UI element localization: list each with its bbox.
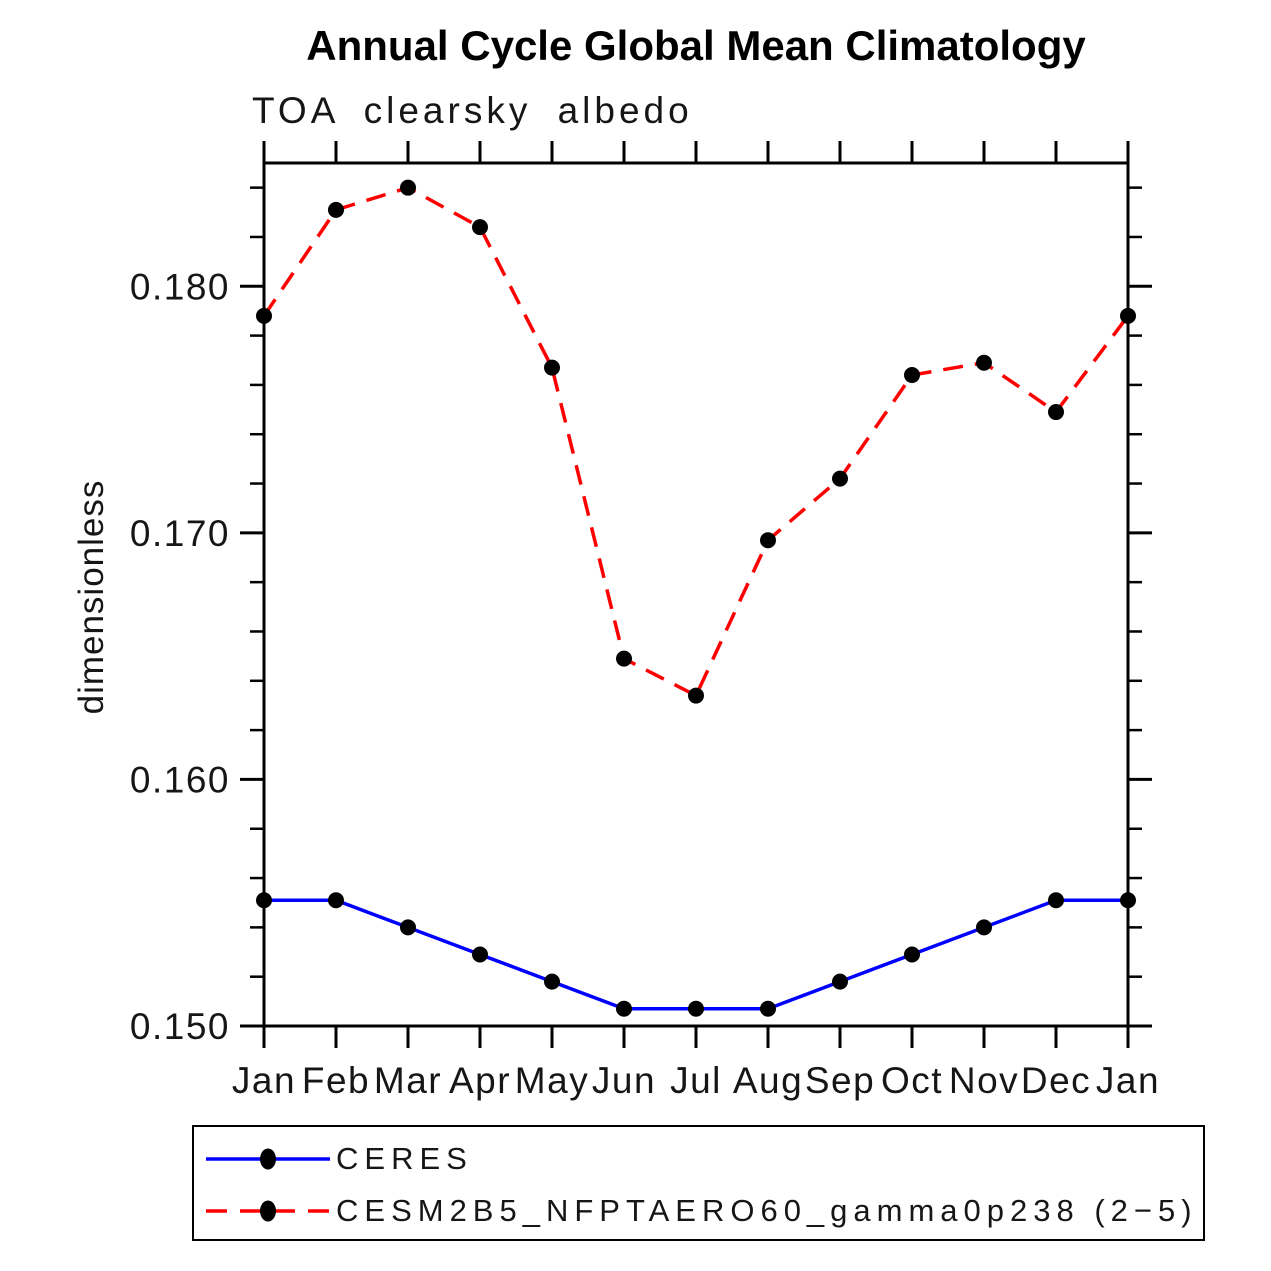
- data-point-marker: [976, 919, 992, 936]
- plot-frame: [262, 161, 1130, 1028]
- data-point-marker: [832, 470, 848, 487]
- x-tick-label: Sep: [805, 1060, 875, 1101]
- series-line-1: [262, 185, 1130, 698]
- y-tick-label: 0.170: [130, 513, 230, 554]
- data-point-marker: [616, 650, 632, 667]
- data-point-marker: [400, 179, 416, 196]
- chart-title: Annual Cycle Global Mean Climatology: [306, 22, 1086, 69]
- legend-marker-icon: [260, 1200, 276, 1222]
- data-point-marker: [544, 973, 560, 990]
- data-point-marker: [1048, 404, 1064, 421]
- legend-entry-ceres: CERES: [200, 1137, 473, 1181]
- data-point-marker: [328, 201, 344, 218]
- data-point-marker: [544, 359, 560, 376]
- x-tick-label: Jun: [592, 1060, 656, 1101]
- legend: CERES CESM2B5_NFPTAERO60_gamma0p238 (2−5…: [192, 1125, 1205, 1241]
- legend-sample-cesm: [206, 1200, 330, 1222]
- data-point-marker: [904, 946, 920, 963]
- y-tick-label: 0.150: [130, 1006, 230, 1047]
- data-point-marker: [328, 892, 344, 909]
- x-tick-label: Jan: [232, 1060, 296, 1101]
- data-point-marker: [1120, 892, 1136, 909]
- legend-marker-icon: [260, 1148, 276, 1170]
- data-point-marker: [400, 919, 416, 936]
- legend-label-cesm: CESM2B5_NFPTAERO60_gamma0p238 (2−5): [336, 1193, 1198, 1228]
- x-tick-label: Dec: [1021, 1060, 1091, 1101]
- data-point-marker: [688, 1000, 704, 1017]
- data-point-marker: [1120, 307, 1136, 324]
- data-point-marker: [1048, 892, 1064, 909]
- y-tick-label: 0.160: [130, 759, 230, 800]
- legend-sample-ceres: [206, 1148, 330, 1170]
- data-point-marker: [760, 1000, 776, 1017]
- x-tick-label: Oct: [881, 1060, 943, 1101]
- x-tick-label: May: [515, 1060, 589, 1101]
- data-point-marker: [904, 367, 920, 384]
- data-point-marker: [760, 532, 776, 549]
- chart-subtitle: TOA clearsky albedo: [252, 90, 693, 131]
- x-tick-label: Aug: [733, 1060, 803, 1101]
- data-point-marker: [472, 946, 488, 963]
- y-tick-label: 0.180: [130, 266, 230, 307]
- legend-entry-cesm: CESM2B5_NFPTAERO60_gamma0p238 (2−5): [200, 1189, 1198, 1233]
- x-tick-label: Jul: [670, 1060, 722, 1101]
- data-point-marker: [688, 687, 704, 704]
- data-point-marker: [832, 973, 848, 990]
- x-tick-label: Mar: [374, 1060, 442, 1101]
- x-tick-label: Jan: [1096, 1060, 1160, 1101]
- x-tick-label: Nov: [949, 1060, 1019, 1101]
- data-point-marker: [976, 354, 992, 371]
- x-tick-label: Apr: [449, 1060, 511, 1101]
- data-point-marker: [256, 307, 272, 324]
- legend-label-ceres: CERES: [336, 1141, 473, 1176]
- data-point-marker: [616, 1000, 632, 1017]
- series-line-0: [264, 898, 1128, 1011]
- data-point-marker: [472, 219, 488, 236]
- data-point-marker: [256, 892, 272, 909]
- x-tick-label: Feb: [302, 1060, 370, 1101]
